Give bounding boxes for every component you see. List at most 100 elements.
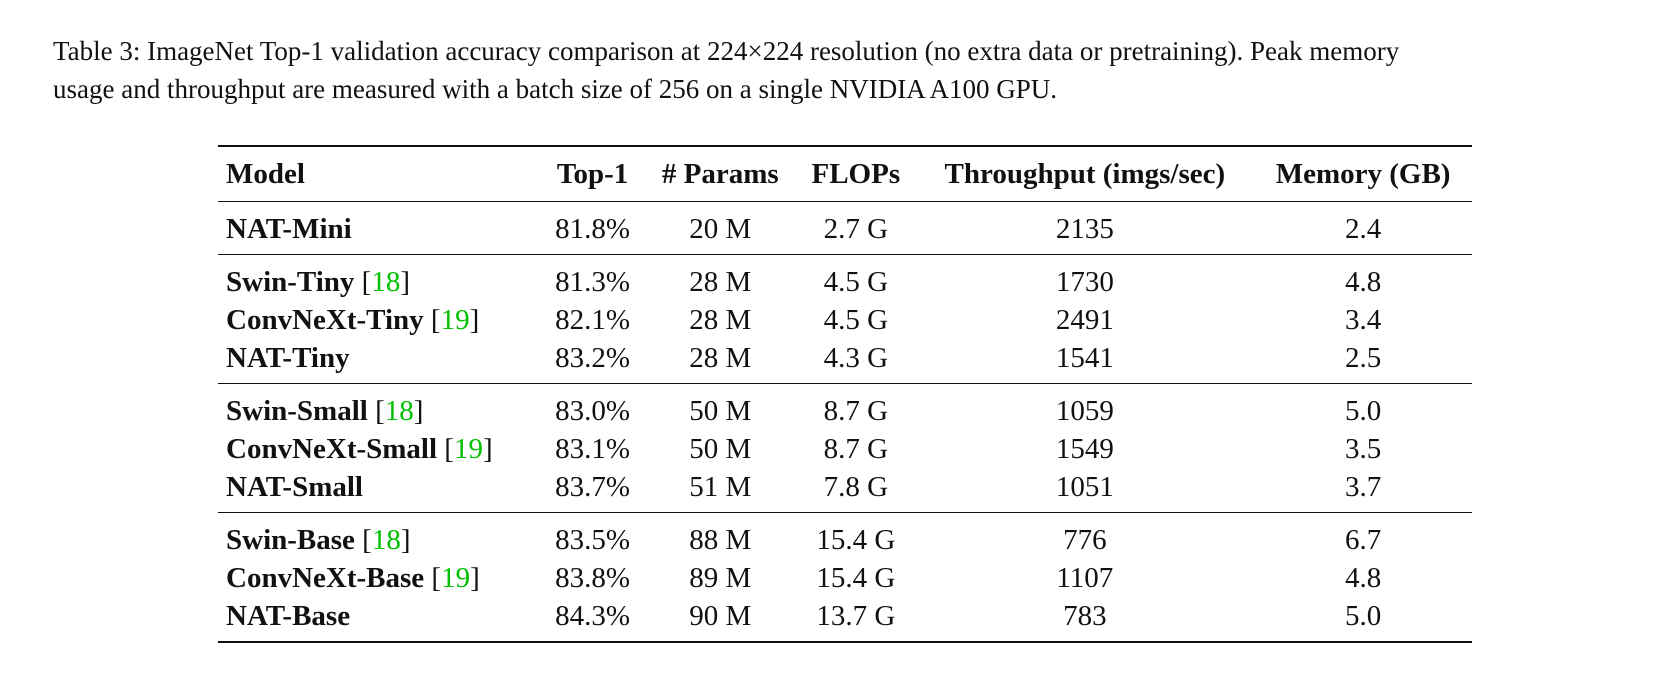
top1-cell: 81.3% <box>555 265 631 298</box>
memory-cell: 5.0 <box>1344 394 1382 427</box>
top1-cell: 83.0% <box>555 394 631 427</box>
params-cell: 50 M <box>689 432 752 465</box>
throughput-cell: 2491 <box>1055 303 1114 336</box>
memory-cell: 3.4 <box>1344 303 1382 336</box>
model-name: NAT-Base <box>226 599 351 632</box>
memory-cell: 2.4 <box>1344 212 1382 245</box>
table-row: ConvNeXt-Base [19] 83.8% 89 M 15.4 G 1107 4.8 <box>218 559 1472 597</box>
top1-cell: 83.1% <box>555 432 631 465</box>
header-model: Model <box>226 157 305 190</box>
top1-cell: 82.1% <box>555 303 631 336</box>
throughput-cell: 1730 <box>1055 265 1114 298</box>
header-params: # Params <box>661 157 779 190</box>
table-row: ConvNeXt-Small [19] 83.1% 50 M 8.7 G 1549 3.5 <box>218 430 1472 468</box>
flops-cell: 7.8 G <box>823 470 889 503</box>
citation-link[interactable]: 18 <box>384 394 414 427</box>
flops-cell: 15.4 G <box>816 561 896 594</box>
table-row: NAT-Tiny 83.2% 28 M 4.3 G 1541 2.5 <box>218 339 1472 384</box>
header-throughput: Throughput (imgs/sec) <box>944 157 1226 190</box>
throughput-cell: 783 <box>1063 599 1107 632</box>
flops-cell: 4.5 G <box>823 303 889 336</box>
header-row: Model Top-1 # Params FLOPs Throughput (i… <box>218 146 1472 202</box>
top1-cell: 83.5% <box>555 523 631 556</box>
model-cell: Swin-Base [18] <box>226 523 411 556</box>
model-name: NAT-Tiny <box>226 341 350 374</box>
header-flops: FLOPs <box>811 157 901 190</box>
model-cell: NAT-Tiny <box>218 339 541 384</box>
citation-link[interactable]: 19 <box>441 561 471 594</box>
model-cell: ConvNeXt-Tiny [19] <box>226 303 480 336</box>
model-cell: ConvNeXt-Small [19] <box>226 432 493 465</box>
table-row: NAT-Base 84.3% 90 M 13.7 G 783 5.0 <box>218 597 1472 642</box>
model-cell: NAT-Small <box>218 468 541 513</box>
table-caption: Table 3: ImageNet Top-1 validation accur… <box>53 32 1653 108</box>
table-row: ConvNeXt-Tiny [19] 82.1% 28 M 4.5 G 2491 3.4 <box>218 301 1472 339</box>
flops-cell: 8.7 G <box>823 432 889 465</box>
params-cell: 28 M <box>689 341 752 374</box>
table-row: Swin-Tiny [18] 81.3% 28 M 4.5 G 1730 4.8 <box>218 255 1472 302</box>
table-header: Model Top-1 # Params FLOPs Throughput (i… <box>218 146 1472 202</box>
top1-cell: 83.2% <box>555 341 631 374</box>
model-name: Swin-Base <box>226 523 355 556</box>
top1-cell: 84.3% <box>555 599 631 632</box>
params-cell: 28 M <box>689 265 752 298</box>
model-name: ConvNeXt-Base <box>226 561 425 594</box>
memory-cell: 6.7 <box>1344 523 1382 556</box>
table-group: Swin-Base [18] 83.5% 88 M 15.4 G 776 6.7 ConvN… <box>218 512 1472 642</box>
params-cell: 51 M <box>689 470 752 503</box>
throughput-cell: 2135 <box>1055 212 1114 245</box>
model-name: ConvNeXt-Small <box>226 432 438 465</box>
model-cell: NAT-Base <box>218 597 541 642</box>
header-memory: Memory (GB) <box>1275 157 1451 190</box>
params-cell: 90 M <box>689 599 752 632</box>
params-cell: 89 M <box>689 561 752 594</box>
header-top1: Top-1 <box>556 157 629 190</box>
throughput-cell: 1549 <box>1055 432 1114 465</box>
memory-cell: 3.7 <box>1344 470 1382 503</box>
flops-cell: 13.7 G <box>816 599 896 632</box>
table-row: NAT-Small 83.7% 51 M 7.8 G 1051 3.7 <box>218 468 1472 513</box>
params-cell: 88 M <box>689 523 752 556</box>
memory-cell: 5.0 <box>1344 599 1382 632</box>
table-row: NAT-Mini 81.8% 20 M 2.7 G 2135 2.4 <box>218 202 1472 255</box>
table-row: Swin-Base [18] 83.5% 88 M 15.4 G 776 6.7 <box>218 513 1472 560</box>
params-cell: 50 M <box>689 394 752 427</box>
throughput-cell: 1107 <box>1056 561 1114 594</box>
table-group: NAT-Mini 81.8% 20 M 2.7 G 2135 2.4 <box>218 201 1472 255</box>
citation-link[interactable]: 18 <box>371 523 401 556</box>
model-name: NAT-Mini <box>226 212 352 245</box>
flops-cell: 8.7 G <box>823 394 889 427</box>
table-group: Swin-Tiny [18] 81.3% 28 M 4.5 G 1730 4.8 ConvN… <box>218 254 1472 384</box>
model-cell: Swin-Small [18] <box>226 394 424 427</box>
throughput-cell: 1059 <box>1055 394 1114 427</box>
memory-cell: 3.5 <box>1344 432 1382 465</box>
model-name: NAT-Small <box>226 470 363 503</box>
citation-link[interactable]: 19 <box>440 303 470 336</box>
throughput-cell: 1541 <box>1055 341 1114 374</box>
throughput-cell: 1051 <box>1055 470 1114 503</box>
flops-cell: 4.5 G <box>823 265 889 298</box>
top1-cell: 81.8% <box>555 212 631 245</box>
model-cell: ConvNeXt-Base [19] <box>226 561 480 594</box>
model-cell: Swin-Tiny [18] <box>226 265 411 298</box>
params-cell: 20 M <box>689 212 752 245</box>
flops-cell: 2.7 G <box>823 212 889 245</box>
caption-line-2: usage and throughput are measured with a… <box>53 74 1058 104</box>
model-cell: NAT-Mini <box>218 202 541 255</box>
model-name: Swin-Small <box>226 394 368 427</box>
results-table: Model Top-1 # Params FLOPs Throughput (i… <box>218 145 1472 643</box>
flops-cell: 15.4 G <box>816 523 896 556</box>
memory-cell: 4.8 <box>1344 265 1382 298</box>
throughput-cell: 776 <box>1063 523 1107 556</box>
model-name: ConvNeXt-Tiny <box>226 303 424 336</box>
table-group: Swin-Small [18] 83.0% 50 M 8.7 G 1059 5.0 Conv… <box>218 383 1472 513</box>
params-cell: 28 M <box>689 303 752 336</box>
top1-cell: 83.8% <box>555 561 631 594</box>
citation-link[interactable]: 19 <box>453 432 483 465</box>
flops-cell: 4.3 G <box>823 341 889 374</box>
table-row: Swin-Small [18] 83.0% 50 M 8.7 G 1059 5.0 <box>218 384 1472 431</box>
memory-cell: 4.8 <box>1344 561 1382 594</box>
model-name: Swin-Tiny <box>226 265 355 298</box>
top1-cell: 83.7% <box>555 470 631 503</box>
citation-link[interactable]: 18 <box>371 265 401 298</box>
